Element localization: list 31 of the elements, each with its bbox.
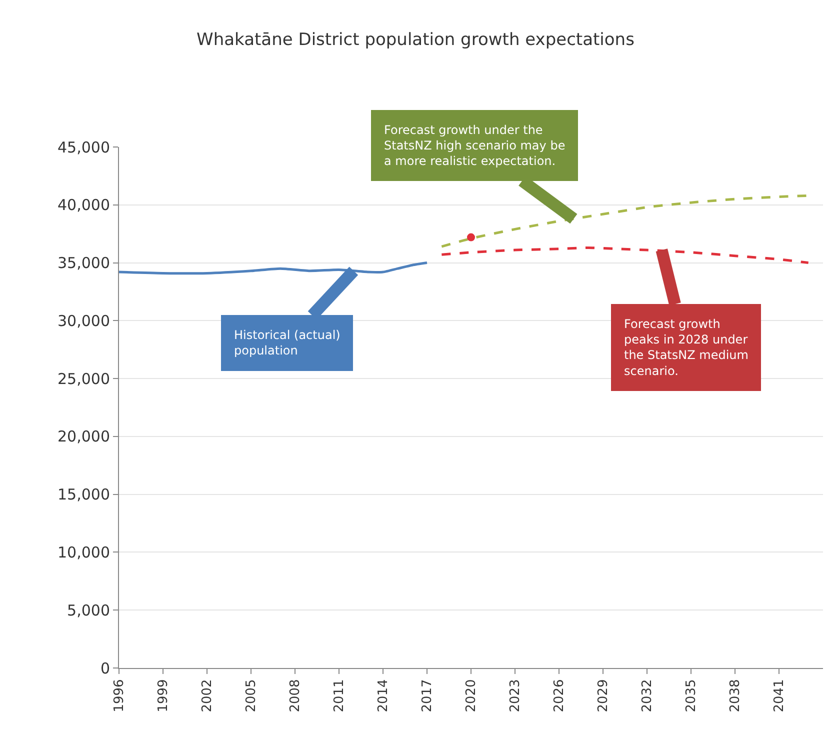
x-tick-label: 2011 (332, 679, 348, 712)
x-tick-label: 2032 (640, 679, 656, 712)
annotation: Historical (actual) population (234, 328, 340, 358)
x-tick-label: 2041 (772, 679, 788, 712)
y-tick-label: 10,000 (58, 543, 110, 562)
y-tick-label: 5,000 (67, 601, 110, 620)
y-tick-label: 45,000 (58, 138, 110, 156)
x-tick-label: 2002 (200, 679, 216, 712)
x-tick-label: 2008 (288, 679, 304, 712)
y-tick-label: 35,000 (58, 254, 110, 272)
annotation: Forecast growth under the StatsNZ high scenario may be a more realistic expectation. (384, 123, 566, 168)
y-tick-label: 0 (100, 659, 110, 678)
x-tick-label: 2014 (376, 679, 392, 712)
x-tick-label: 2005 (244, 679, 260, 712)
x-tick-label: 1999 (156, 679, 172, 712)
y-tick-label: 15,000 (58, 486, 110, 504)
x-tick-label: 2029 (596, 679, 612, 712)
y-tick-label: 30,000 (58, 312, 110, 330)
annotation: Forecast growth peaks in 2028 under the StatsNZ medium scenario. (624, 317, 748, 378)
y-tick-label: 40,000 (58, 196, 110, 214)
chart-title: Whakatāne District population growth expectations (196, 30, 635, 50)
x-tick-label: 2017 (420, 679, 436, 712)
x-tick-label: 2026 (552, 679, 568, 712)
y-tick-label: 20,000 (58, 428, 110, 446)
x-tick-label: 1996 (112, 679, 128, 712)
y-tick-label: 25,000 (58, 370, 110, 388)
x-tick-label: 2023 (508, 679, 524, 712)
x-tick-label: 2020 (464, 679, 480, 712)
x-tick-label: 2035 (684, 679, 700, 712)
line-series (440, 246, 810, 264)
x-tick-label: 2038 (728, 679, 744, 712)
